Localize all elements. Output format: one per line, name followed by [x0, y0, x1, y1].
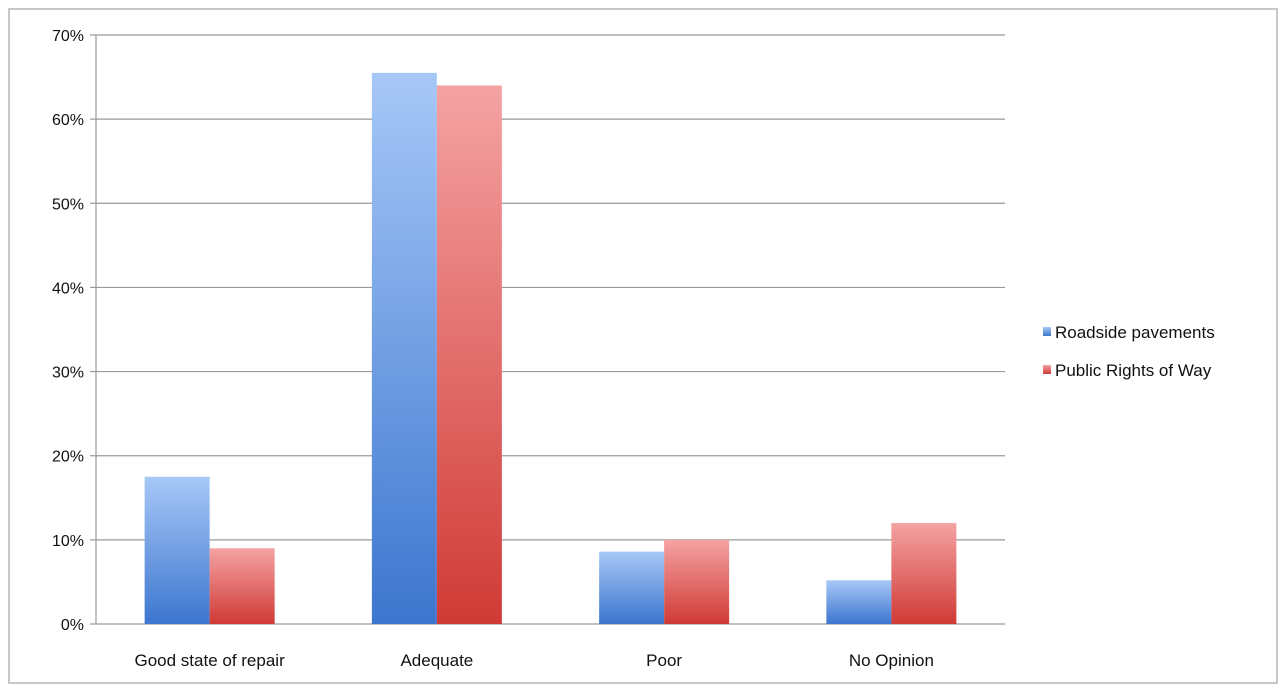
y-tick-label: 40% — [52, 280, 84, 297]
bar-series-2 — [436, 85, 502, 624]
x-axis-category-labels: Good state of repair Adequate Poor No Opini… — [134, 651, 933, 670]
legend-swatch — [1043, 327, 1051, 336]
y-tick-label: 50% — [52, 196, 84, 213]
bars — [144, 72, 957, 625]
y-tick-label: 10% — [52, 533, 84, 550]
x-category-label: Good state of repair — [134, 651, 285, 670]
bar-series-2 — [891, 523, 957, 624]
bar-series-2 — [664, 539, 730, 624]
y-tick-label: 20% — [52, 449, 84, 466]
legend: Roadside pavements Public Rights of Way — [1043, 323, 1215, 380]
x-category-label: No Opinion — [849, 651, 934, 670]
legend-label: Roadside pavements — [1055, 323, 1215, 342]
y-tick-label: 70% — [52, 28, 84, 45]
y-tick-label: 60% — [52, 112, 84, 129]
bar-series-1 — [371, 72, 437, 625]
bar-series-1 — [826, 580, 892, 624]
x-category-label: Poor — [646, 651, 682, 670]
bar-series-2 — [209, 548, 275, 624]
bar-series-1 — [599, 551, 665, 624]
y-tick-label: 30% — [52, 365, 84, 382]
legend-swatch — [1043, 365, 1051, 374]
y-axis-tick-labels: 0% 10% 20% 30% 40% 50% 60% 70% — [52, 28, 84, 634]
gridlines — [90, 34, 1005, 625]
legend-label: Public Rights of Way — [1055, 361, 1212, 380]
y-tick-label: 0% — [61, 617, 84, 634]
bar-chart: 0% 10% 20% 30% 40% 50% 60% 70% Good state of re… — [52, 28, 1215, 670]
x-category-label: Adequate — [400, 651, 473, 670]
bar-series-1 — [144, 476, 210, 624]
chart-frame: 0% 10% 20% 30% 40% 50% 60% 70% Good state of re… — [8, 8, 1278, 684]
